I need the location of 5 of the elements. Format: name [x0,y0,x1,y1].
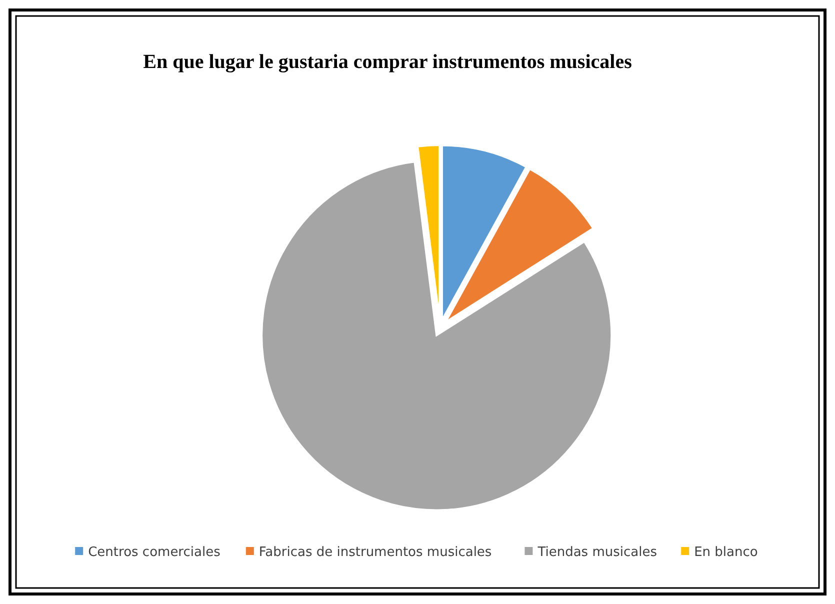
legend-label: Tiendas musicales [536,545,658,560]
legend-label: Centros comerciales [88,545,221,560]
legend-label: Fabricas de instrumentos musicales [258,545,492,560]
legend-label: En blanco [694,545,758,560]
chart-title: En que lugar le gustaria comprar instrumentos musicales [143,51,632,73]
